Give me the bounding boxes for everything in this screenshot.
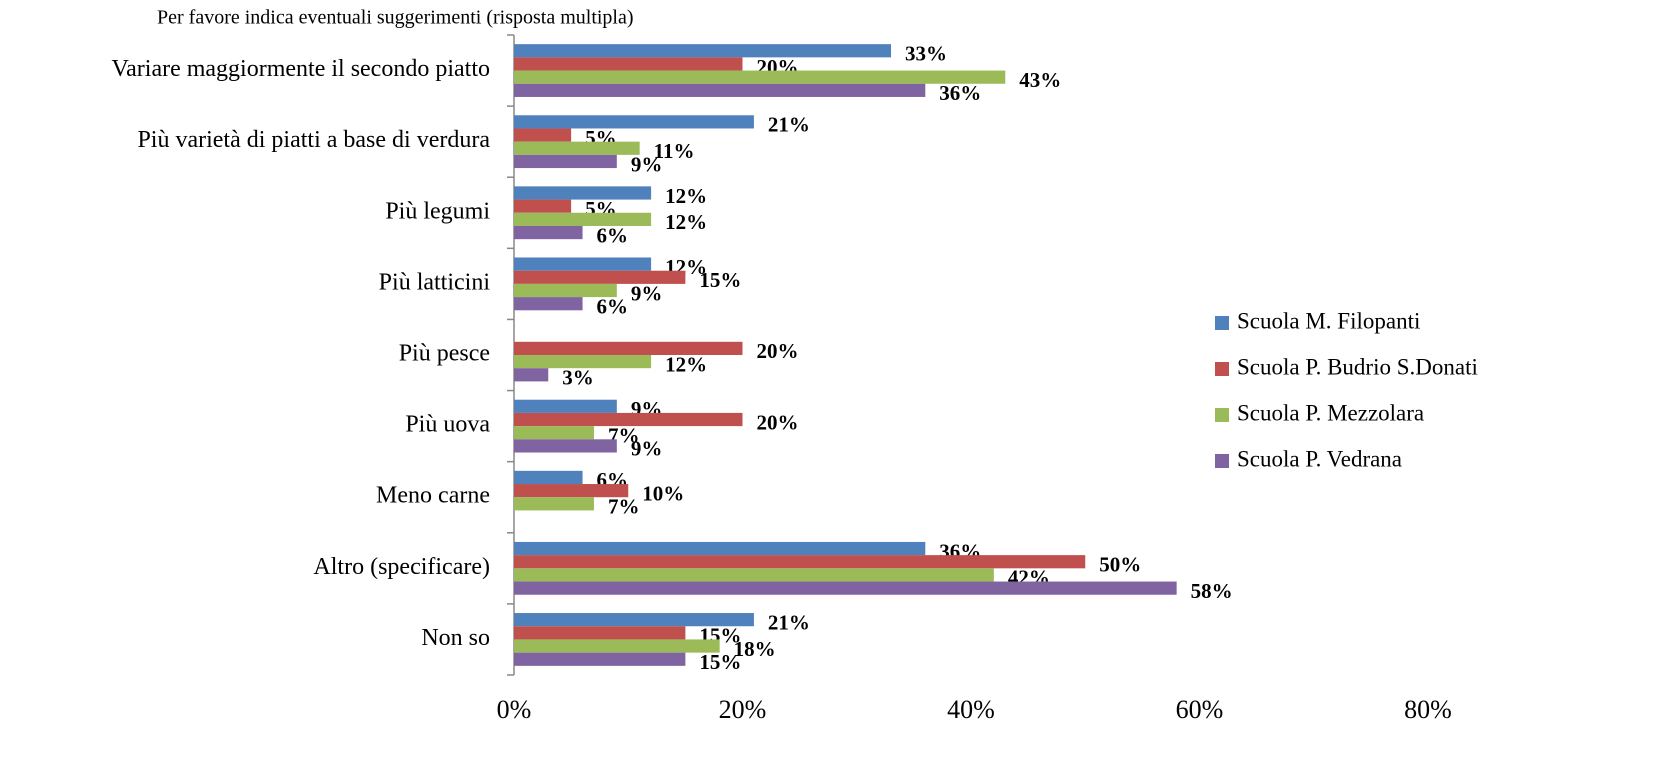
bar <box>514 341 743 355</box>
bar <box>514 44 892 58</box>
bar <box>514 581 1177 595</box>
bar <box>514 368 549 382</box>
bar <box>514 186 652 200</box>
bar <box>514 297 583 311</box>
bar <box>514 613 754 627</box>
bar <box>514 257 652 271</box>
chart-title: Per favore indica eventuali suggerimenti… <box>157 7 634 29</box>
data-label: 9% <box>631 152 663 176</box>
x-tick-label: 60% <box>1176 695 1224 724</box>
data-label: 12% <box>665 210 707 234</box>
y-tick-label: Più pesce <box>399 341 490 367</box>
bar <box>514 639 720 653</box>
y-tick-label: Variare maggiormente il secondo piatto <box>111 56 490 82</box>
bar <box>514 115 754 129</box>
y-tick-label: Più legumi <box>385 198 490 224</box>
bar <box>514 70 1006 84</box>
bar <box>514 355 652 369</box>
bar <box>514 426 594 440</box>
bar <box>514 128 572 142</box>
bar <box>514 399 617 413</box>
y-tick-label: Più varietà di piatti a base di verdura <box>137 127 490 153</box>
data-label: 15% <box>699 650 741 674</box>
y-tick-label: Più latticini <box>379 269 491 295</box>
y-tick-label: Più uova <box>405 412 490 438</box>
bar <box>514 212 652 226</box>
x-tick-label: 0% <box>497 695 532 724</box>
data-label: 12% <box>665 184 707 208</box>
data-label: 9% <box>631 281 663 305</box>
bar <box>514 470 583 485</box>
bar <box>514 412 743 427</box>
bar <box>514 199 572 213</box>
data-label: 15% <box>699 268 741 292</box>
legend-swatch <box>1215 316 1229 330</box>
data-label: 12% <box>665 352 707 376</box>
legend-label: Scuola P. Budrio S.Donati <box>1237 354 1478 379</box>
bar <box>514 83 926 97</box>
y-tick-label: Non so <box>421 625 490 651</box>
data-label: 7% <box>608 495 640 519</box>
data-label: 6% <box>597 223 629 247</box>
bar <box>514 484 629 498</box>
legend-label: Scuola M. Filopanti <box>1237 308 1420 333</box>
data-label: 20% <box>757 339 799 363</box>
x-tick-label: 80% <box>1404 695 1452 724</box>
data-label: 21% <box>768 113 810 137</box>
data-label: 18% <box>734 637 776 661</box>
bar <box>514 270 686 284</box>
bar <box>514 568 994 582</box>
legend-swatch <box>1215 454 1229 468</box>
data-label: 20% <box>757 410 799 434</box>
data-label: 36% <box>939 81 981 105</box>
bar <box>514 225 583 240</box>
legend-label: Scuola P. Vedrana <box>1237 446 1402 471</box>
x-tick-label: 40% <box>947 695 995 724</box>
bar <box>514 439 617 453</box>
y-tick-label: Altro (specificare) <box>313 554 490 580</box>
data-label: 11% <box>654 139 695 163</box>
bar <box>514 497 594 511</box>
data-label: 21% <box>768 610 810 634</box>
data-label: 33% <box>905 42 947 66</box>
data-label: 6% <box>597 295 629 319</box>
bar <box>514 652 686 666</box>
bar <box>514 141 640 155</box>
bar <box>514 57 743 71</box>
legend-swatch <box>1215 362 1229 376</box>
data-label: 9% <box>631 437 663 461</box>
data-label: 10% <box>642 481 684 505</box>
bar <box>514 626 686 640</box>
bar <box>514 541 926 556</box>
x-tick-label: 20% <box>719 695 767 724</box>
legend-label: Scuola P. Mezzolara <box>1237 400 1424 425</box>
data-label: 50% <box>1099 553 1141 577</box>
y-tick-label: Meno carne <box>376 483 490 509</box>
legend-swatch <box>1215 408 1229 422</box>
data-label: 43% <box>1019 68 1061 92</box>
bar <box>514 283 617 298</box>
bar <box>514 555 1086 569</box>
bar <box>514 154 617 169</box>
data-label: 3% <box>562 366 594 390</box>
data-label: 58% <box>1191 579 1233 603</box>
